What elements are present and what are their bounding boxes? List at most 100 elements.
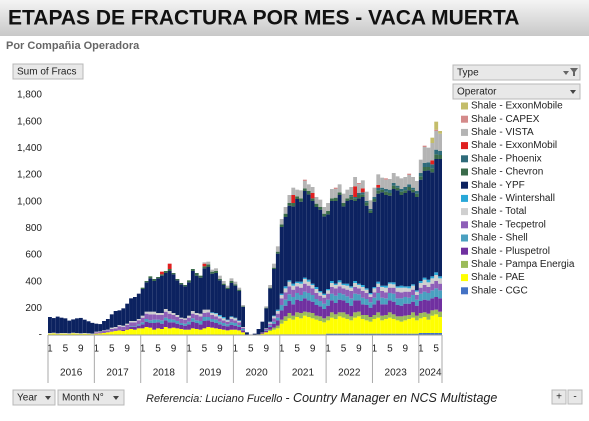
- bar-segment: [156, 315, 161, 320]
- bar-segment: [353, 317, 358, 334]
- bar-segment: [422, 167, 427, 171]
- bar-segment: [225, 287, 230, 289]
- bar-segment: [318, 316, 323, 321]
- bar-segment: [291, 319, 296, 335]
- bar-segment: [144, 319, 149, 322]
- operator-filter-button[interactable]: [452, 83, 581, 100]
- bar-segment: [411, 312, 415, 318]
- bar-segment: [414, 320, 419, 334]
- bar-segment: [438, 276, 442, 279]
- bar-segment: [275, 311, 280, 314]
- bar-segment: [349, 187, 354, 195]
- bar-segment: [418, 333, 423, 335]
- bar-segment: [102, 330, 106, 331]
- bar-segment: [94, 332, 99, 334]
- bar-segment: [368, 297, 373, 303]
- axis-field: Year: [17, 393, 38, 404]
- bar-segment: [217, 275, 222, 279]
- bar-segment: [422, 145, 427, 147]
- bar-segment: [333, 201, 338, 284]
- bar-segment: [136, 325, 141, 329]
- bar-segment: [78, 333, 83, 334]
- bar-segment: [140, 322, 145, 325]
- reference: Referencia: Luciano Fucello - Country Ma…: [146, 391, 497, 405]
- legend-swatch: [461, 208, 468, 216]
- bar-segment: [132, 321, 137, 323]
- bar-segment: [422, 279, 427, 285]
- bar-segment: [272, 315, 276, 317]
- bar-segment: [295, 312, 300, 317]
- bar-segment: [399, 292, 404, 299]
- bar-segment: [310, 193, 315, 199]
- bar-segment: [129, 322, 133, 327]
- bar-segment: [391, 185, 396, 189]
- bar-segment: [430, 137, 435, 143]
- legend-label: Shale - ExxonMobil: [471, 140, 557, 151]
- bar-segment: [333, 285, 338, 289]
- bar-segment: [291, 285, 296, 290]
- bar-segment: [187, 315, 191, 318]
- bar-segment: [136, 324, 141, 326]
- bar-segment: [318, 321, 323, 335]
- value-field-button[interactable]: [12, 63, 84, 80]
- year-field-button[interactable]: [12, 389, 56, 406]
- bar-segment: [55, 333, 60, 335]
- collapse-button[interactable]: [567, 389, 583, 405]
- bar-segment: [322, 309, 327, 319]
- bar-segment: [368, 293, 373, 295]
- bar-segment: [360, 194, 365, 197]
- bar-segment: [179, 284, 184, 318]
- collapse-icon: -: [573, 392, 576, 403]
- legend-label: Shale - Pluspetrol: [471, 246, 550, 257]
- bar-segment: [360, 188, 365, 193]
- bar-segment: [341, 283, 346, 285]
- bar-segment: [206, 312, 211, 317]
- bar-segment: [67, 333, 72, 334]
- bar-segment: [368, 302, 373, 308]
- bar-segment: [418, 176, 423, 180]
- bar-segment: [275, 309, 280, 311]
- bar-segment: [345, 314, 350, 319]
- bar-segment: [291, 195, 296, 203]
- bar-segment: [407, 187, 412, 191]
- bar-segment: [275, 251, 280, 254]
- bar-segment: [171, 322, 176, 328]
- bar-segment: [237, 327, 242, 331]
- bar-segment: [225, 285, 230, 288]
- bar-segment: [399, 285, 404, 288]
- legend-swatch: [461, 247, 468, 255]
- expand-button[interactable]: [551, 389, 567, 405]
- bar-segment: [183, 318, 188, 320]
- bar-segment: [233, 317, 238, 319]
- bar-segment: [260, 332, 265, 333]
- bar-segment: [434, 333, 439, 335]
- bar-segment: [48, 333, 52, 335]
- bar-segment: [167, 269, 172, 271]
- bar-segment: [198, 324, 203, 330]
- bar-segment: [160, 315, 164, 321]
- bar-segment: [171, 327, 176, 335]
- bar-segment: [387, 333, 392, 335]
- type-filter-button[interactable]: [452, 64, 581, 81]
- bar-segment: [148, 314, 153, 321]
- bar-segment: [102, 321, 106, 331]
- bar-segment: [268, 321, 273, 323]
- bar-segment: [403, 287, 408, 292]
- year-label: 2016: [60, 368, 83, 379]
- bar-segment: [279, 295, 284, 299]
- bar-segment: [163, 273, 168, 309]
- bar-segment: [275, 325, 280, 329]
- bar-segment: [206, 267, 211, 310]
- bar-segment: [337, 312, 342, 317]
- bar-segment: [190, 321, 195, 329]
- bar-segment: [434, 154, 439, 159]
- month-field-button[interactable]: [57, 389, 125, 406]
- legend-label: Shale - CGC: [471, 285, 528, 296]
- bar-segment: [399, 321, 404, 334]
- bar-segment: [360, 180, 365, 189]
- bar-segment: [384, 189, 388, 192]
- bar-segment: [295, 299, 300, 313]
- bar-segment: [341, 288, 346, 295]
- bar-segment: [206, 264, 211, 267]
- bar-segment: [210, 271, 215, 274]
